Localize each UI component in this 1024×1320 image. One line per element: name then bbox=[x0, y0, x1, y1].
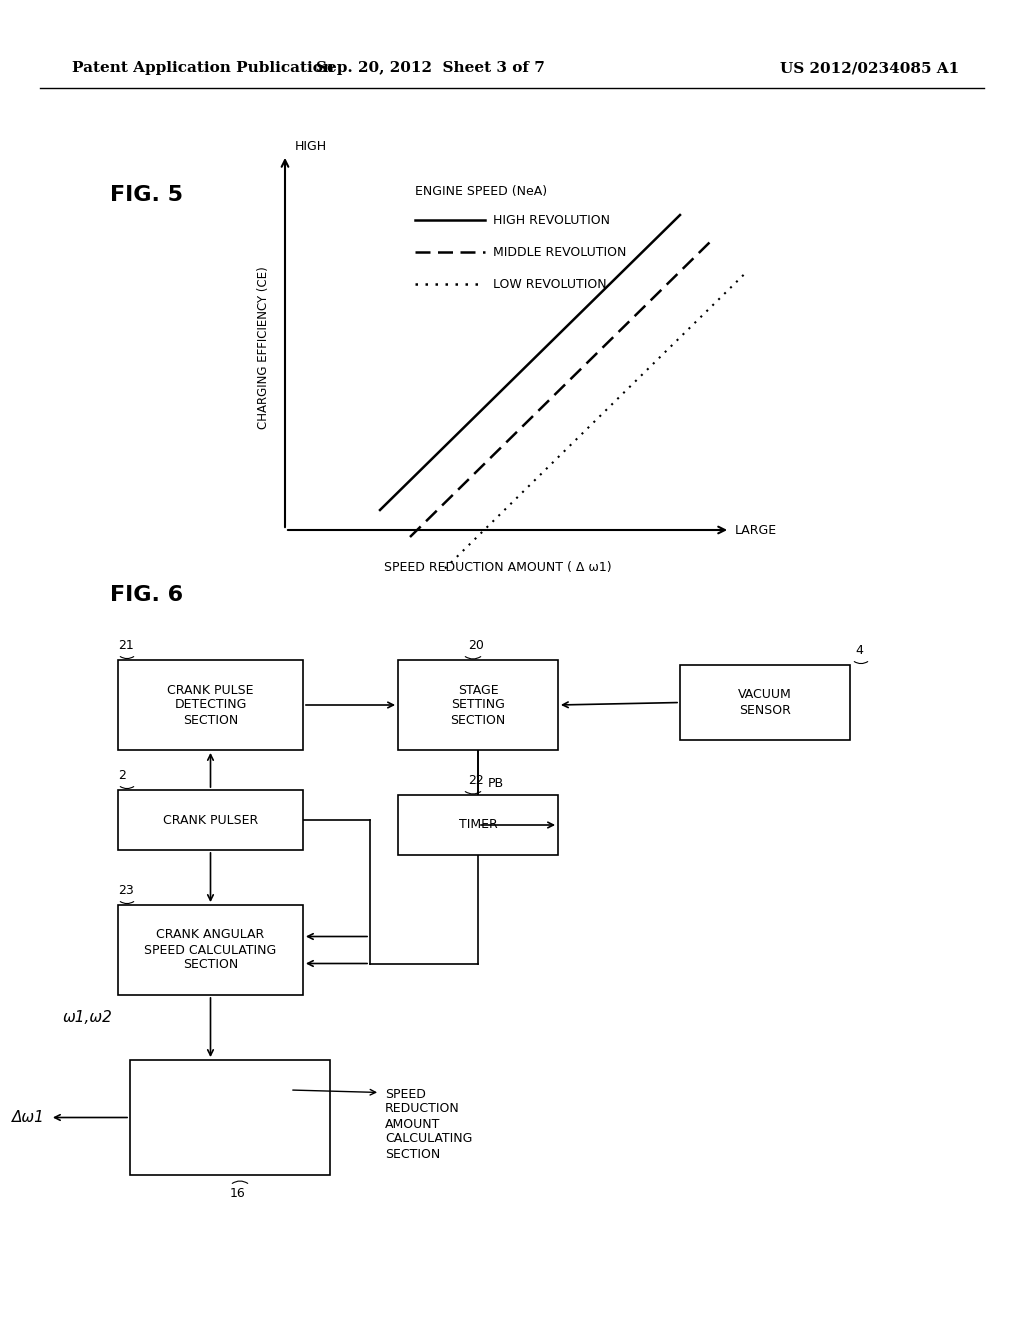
Text: LOW REVOLUTION: LOW REVOLUTION bbox=[493, 277, 606, 290]
Text: 4: 4 bbox=[855, 644, 863, 657]
Bar bbox=[118, 906, 303, 995]
Text: TIMER: TIMER bbox=[459, 818, 498, 832]
Text: Δω1: Δω1 bbox=[12, 1110, 45, 1125]
Bar bbox=[130, 1060, 330, 1175]
Text: ENGINE SPEED (NeA): ENGINE SPEED (NeA) bbox=[415, 185, 547, 198]
Text: CHARGING EFFICIENCY (CE): CHARGING EFFICIENCY (CE) bbox=[256, 267, 269, 429]
Text: Sep. 20, 2012  Sheet 3 of 7: Sep. 20, 2012 Sheet 3 of 7 bbox=[315, 61, 545, 75]
Bar bbox=[118, 660, 303, 750]
Text: ω1,ω2: ω1,ω2 bbox=[63, 1010, 113, 1026]
Text: HIGH: HIGH bbox=[295, 140, 327, 153]
Text: US 2012/0234085 A1: US 2012/0234085 A1 bbox=[780, 61, 959, 75]
Bar bbox=[398, 795, 558, 855]
Bar bbox=[398, 660, 558, 750]
Text: SPEED REDUCTION AMOUNT ( Δ ω1): SPEED REDUCTION AMOUNT ( Δ ω1) bbox=[384, 561, 611, 574]
Text: 21: 21 bbox=[118, 639, 134, 652]
Text: STAGE
SETTING
SECTION: STAGE SETTING SECTION bbox=[451, 684, 506, 726]
Text: Patent Application Publication: Patent Application Publication bbox=[72, 61, 334, 75]
Text: CRANK PULSE
DETECTING
SECTION: CRANK PULSE DETECTING SECTION bbox=[167, 684, 254, 726]
Text: CRANK PULSER: CRANK PULSER bbox=[163, 813, 258, 826]
Text: 20: 20 bbox=[468, 639, 484, 652]
Text: HIGH REVOLUTION: HIGH REVOLUTION bbox=[493, 214, 610, 227]
Bar bbox=[680, 665, 850, 741]
Bar bbox=[118, 789, 303, 850]
Text: SPEED
REDUCTION
AMOUNT
CALCULATING
SECTION: SPEED REDUCTION AMOUNT CALCULATING SECTI… bbox=[385, 1088, 472, 1160]
Text: 16: 16 bbox=[230, 1187, 246, 1200]
Text: CRANK ANGULAR
SPEED CALCULATING
SECTION: CRANK ANGULAR SPEED CALCULATING SECTION bbox=[144, 928, 276, 972]
Text: VACUUM
SENSOR: VACUUM SENSOR bbox=[738, 689, 792, 717]
Text: MIDDLE REVOLUTION: MIDDLE REVOLUTION bbox=[493, 246, 627, 259]
Text: PB: PB bbox=[488, 777, 504, 789]
Text: 2: 2 bbox=[118, 770, 126, 781]
Text: 23: 23 bbox=[118, 884, 134, 898]
Text: 22: 22 bbox=[468, 774, 483, 787]
Text: FIG. 6: FIG. 6 bbox=[110, 585, 183, 605]
Text: LARGE: LARGE bbox=[735, 524, 777, 536]
Text: FIG. 5: FIG. 5 bbox=[110, 185, 183, 205]
